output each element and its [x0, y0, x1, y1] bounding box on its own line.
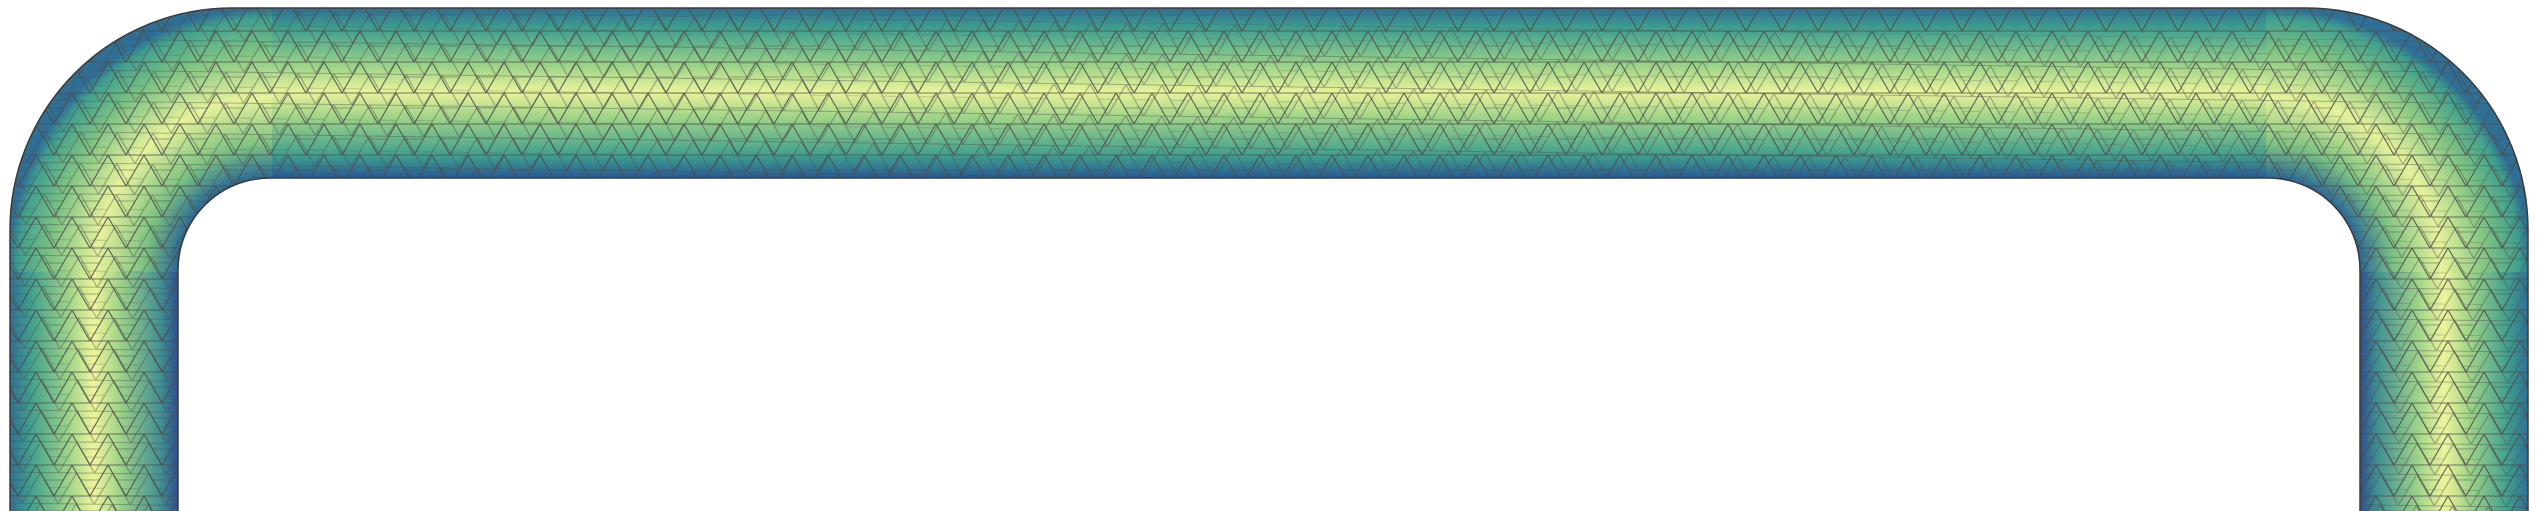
domain-boundary: [9, 7, 2529, 511]
mesh-lines-offset: [10, 8, 2528, 511]
